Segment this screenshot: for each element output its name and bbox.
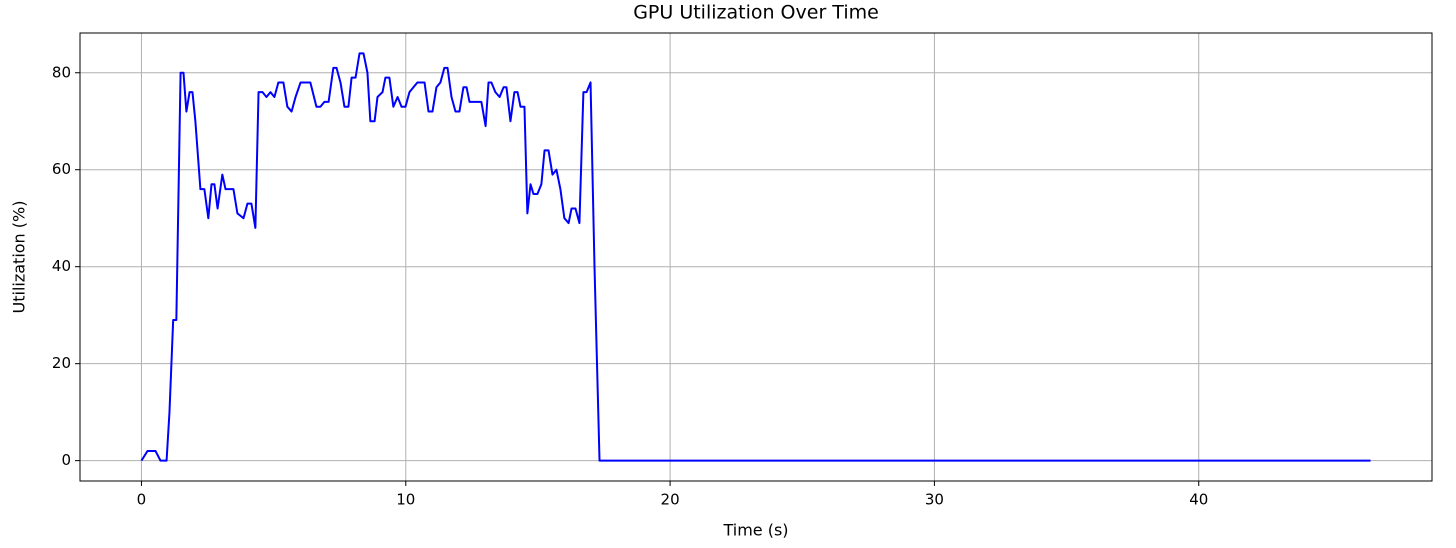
y-tick-label: 60	[52, 160, 71, 178]
plot-frame	[79, 32, 1433, 482]
x-axis-label: Time (s)	[722, 521, 788, 540]
y-axis-label: Utilization (%)	[10, 201, 29, 314]
x-tick-label: 0	[137, 491, 147, 509]
y-tick-label: 80	[52, 63, 71, 81]
x-tick-label: 10	[396, 491, 415, 509]
data-line	[140, 52, 1371, 462]
x-tick-label: 30	[925, 491, 944, 509]
y-tick-label: 20	[52, 354, 71, 372]
x-tick-label: 40	[1189, 491, 1208, 509]
chart-title: GPU Utilization Over Time	[633, 2, 879, 24]
x-tick-label: 20	[661, 491, 680, 509]
y-tick-label: 0	[61, 451, 71, 469]
y-tick-label: 40	[52, 257, 71, 275]
